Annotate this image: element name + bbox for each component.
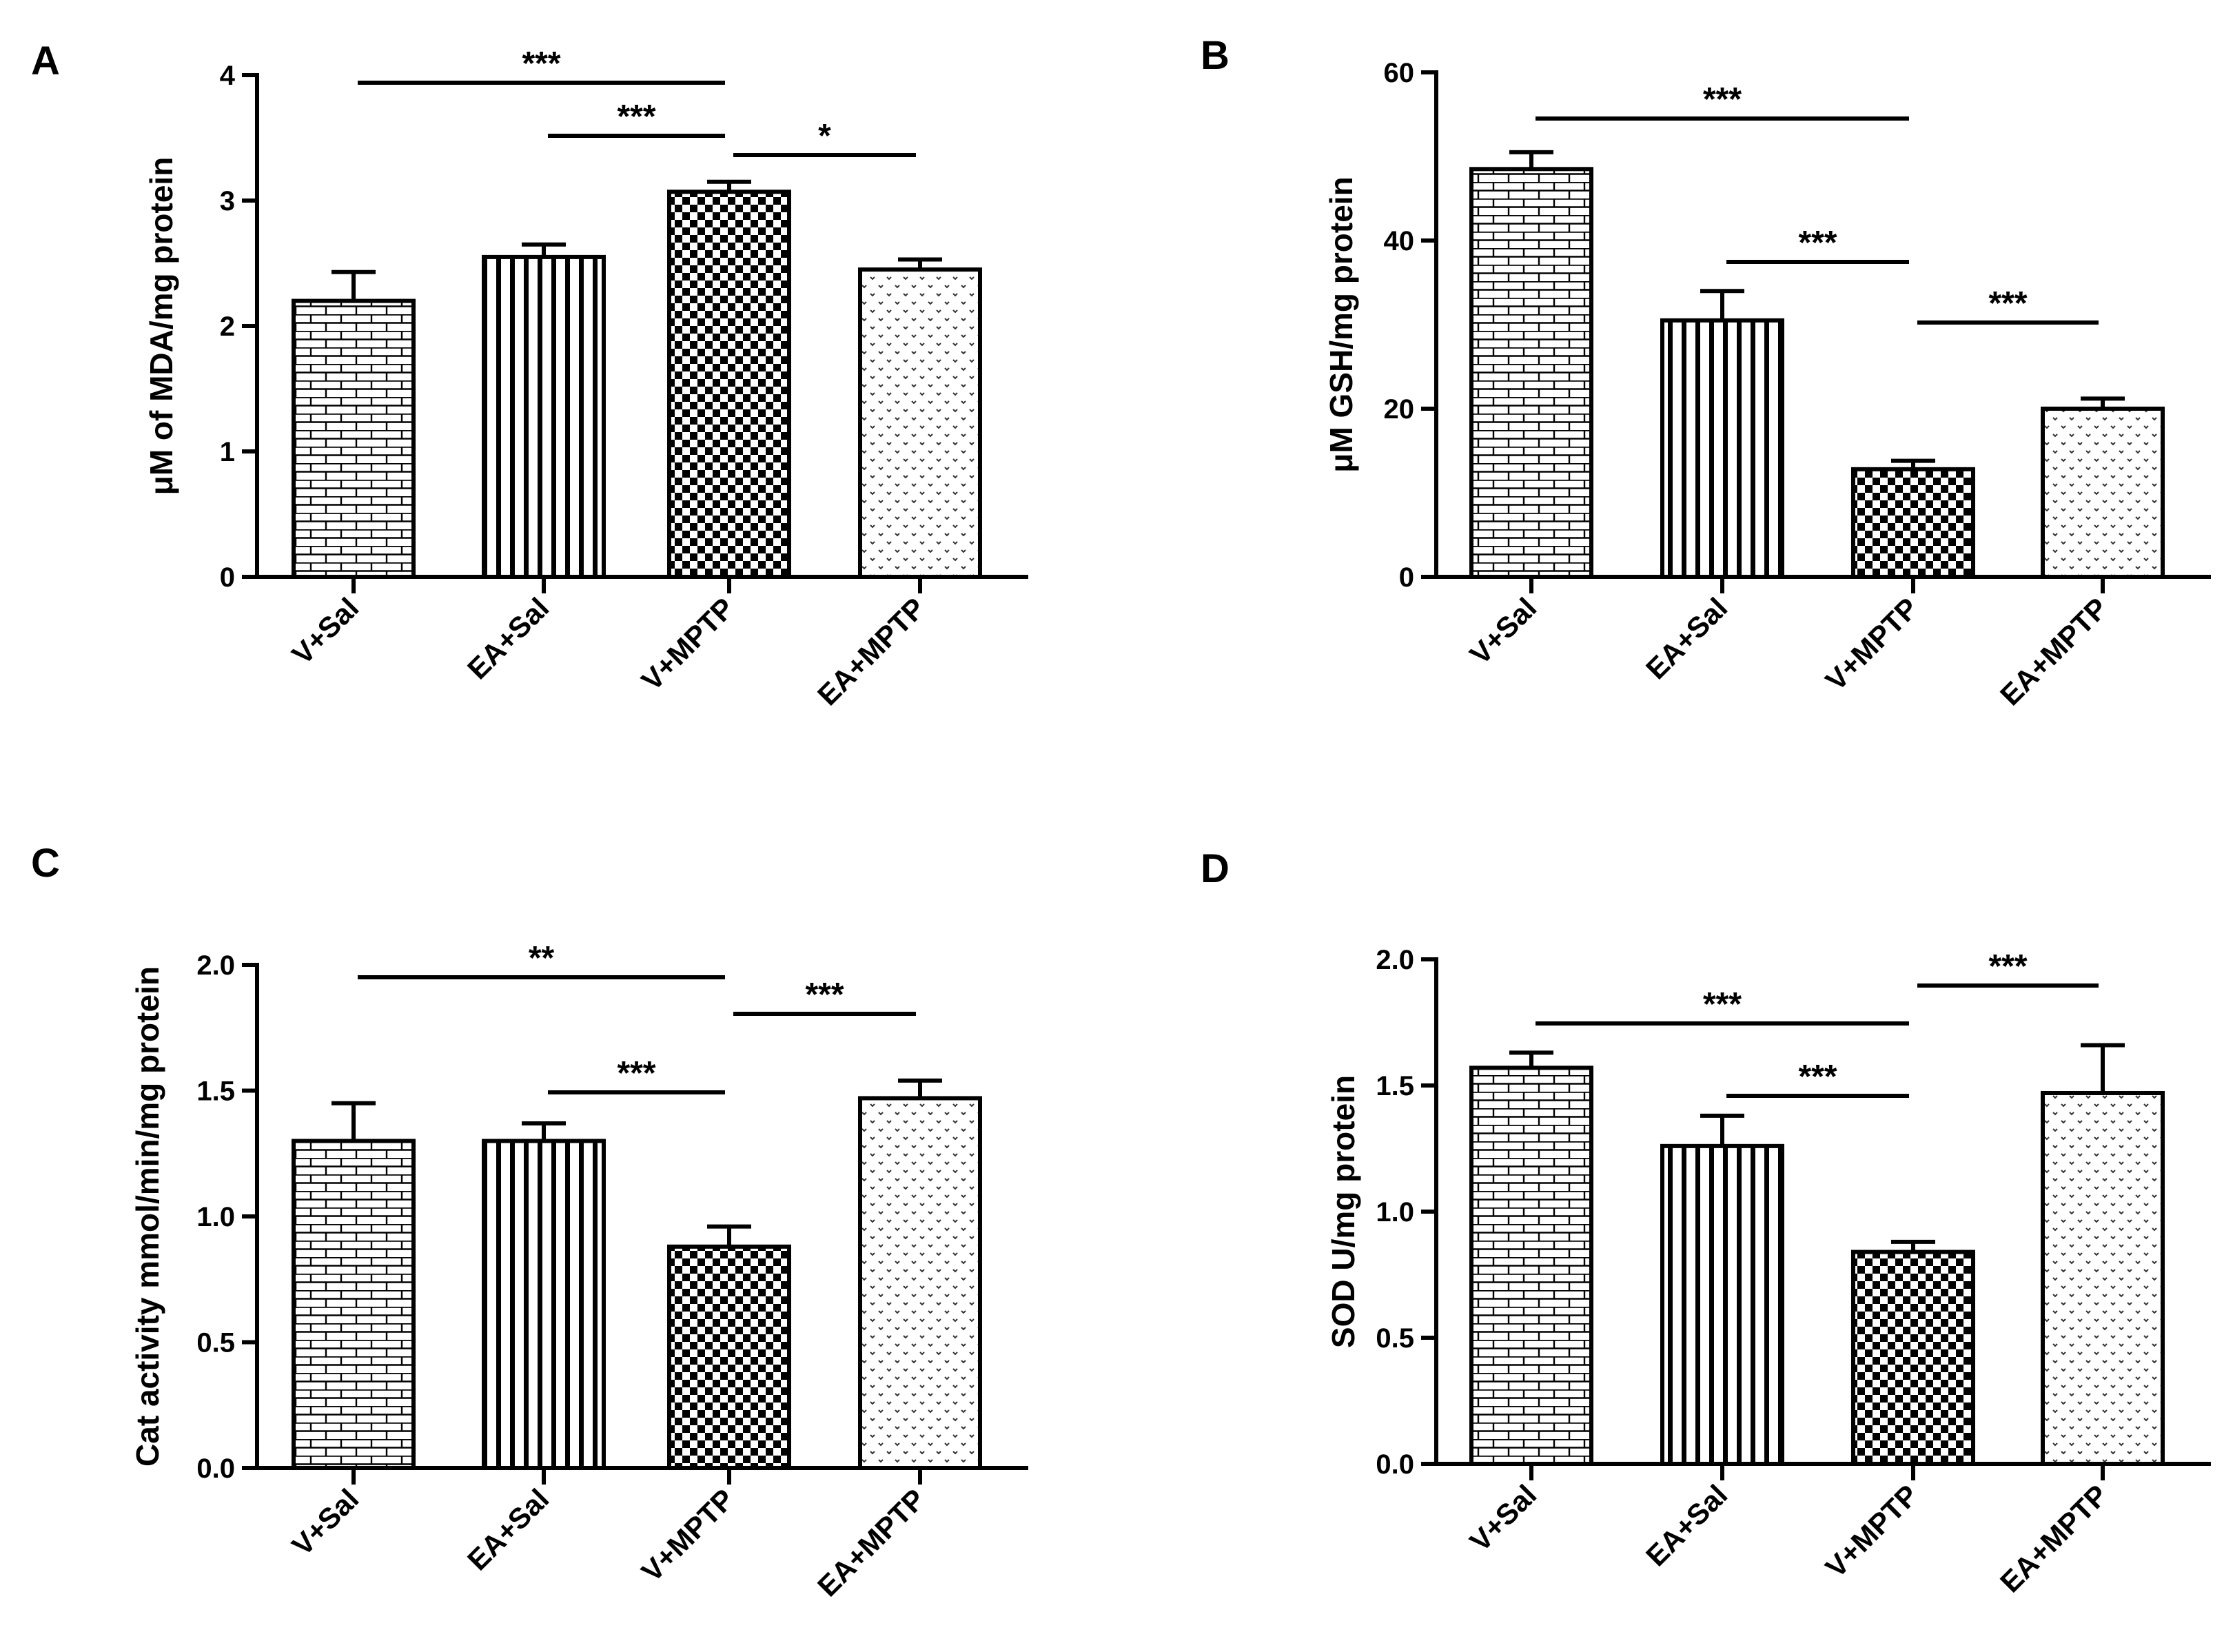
y-tick-label: 1.0 xyxy=(1376,1197,1414,1227)
significance-label: *** xyxy=(1988,285,2027,322)
x-tick-label-ea-mptp: EA+MPTP xyxy=(811,591,931,711)
x-tick-label-v-sal: V+Sal xyxy=(285,1482,365,1562)
y-tick-label: 1.5 xyxy=(196,1077,235,1107)
panel-label: A xyxy=(31,39,60,83)
x-tick-label-v-mptp: V+MPTP xyxy=(635,591,740,697)
y-tick-label: 2 xyxy=(220,312,235,342)
panel-d: D 0.0 0.5 1.0 1.5 2.0 SOD U/mg protein V+Sal EA+… xyxy=(1201,846,2211,1598)
panel-a: A 0 1 2 3 4 μM of MDA/mg protein V+Sal EA+Sal V+M… xyxy=(31,39,1028,711)
significance-label: *** xyxy=(1703,986,1742,1023)
y-tick-label: 0 xyxy=(1399,562,1414,593)
bar-v-mptp xyxy=(1851,1250,1975,1467)
significance-label: *** xyxy=(1703,81,1742,118)
y-tick-label: 2.0 xyxy=(196,950,235,981)
significance-label: ** xyxy=(529,940,555,977)
x-tick-label-v-sal: V+Sal xyxy=(1463,591,1542,671)
x-tick-label-v-mptp: V+MPTP xyxy=(1819,591,1924,697)
bar-ea-mptp xyxy=(858,267,982,579)
bar-ea-sal xyxy=(482,1139,606,1470)
y-axis-label: SOD U/mg protein xyxy=(1325,1075,1361,1348)
y-tick-label: 0.5 xyxy=(196,1328,235,1358)
y-tick-label: 0.0 xyxy=(1376,1449,1414,1480)
significance-label: *** xyxy=(522,45,560,82)
bar-ea-sal xyxy=(1660,1143,1784,1466)
bar-ea-sal xyxy=(482,254,606,579)
x-tick-label-ea-sal: EA+Sal xyxy=(1640,591,1733,685)
x-tick-label-ea-mptp: EA+MPTP xyxy=(1994,1478,2114,1598)
y-tick-label: 20 xyxy=(1384,394,1415,425)
x-tick-label-v-sal: V+Sal xyxy=(285,591,365,671)
y-axis-label: μM of MDA/mg protein xyxy=(143,157,179,496)
significance-label: *** xyxy=(1988,948,2027,985)
y-tick-label: 2.0 xyxy=(1376,945,1414,975)
panel-c: C 0.0 0.5 1.0 1.5 2.0 Cat activity mmol/min/mg… xyxy=(31,841,1028,1602)
y-axis-label: Cat activity mmol/min/mg protein xyxy=(130,966,165,1467)
bar-v-mptp xyxy=(1851,467,1975,580)
y-tick-label: 40 xyxy=(1384,226,1415,256)
bar-v-mptp xyxy=(667,190,791,579)
panel-b: B 0 20 40 60 μM GSH/mg protein V+Sal EA+Sal V+MP… xyxy=(1201,33,2211,711)
y-tick-label: 0.0 xyxy=(196,1454,235,1484)
y-axis-label: μM GSH/mg protein xyxy=(1323,176,1359,472)
bar-ea-mptp xyxy=(2041,1090,2165,1466)
y-tick-label: 60 xyxy=(1384,58,1415,88)
bar-ea-mptp xyxy=(2041,407,2165,579)
x-tick-label-ea-mptp: EA+MPTP xyxy=(1994,591,2114,711)
y-tick-label: 1.0 xyxy=(196,1202,235,1232)
x-tick-label-ea-mptp: EA+MPTP xyxy=(811,1482,931,1602)
panel-label: C xyxy=(31,841,60,886)
significance-label: *** xyxy=(617,99,655,135)
panel-label: D xyxy=(1201,846,1230,891)
significance-label: * xyxy=(818,118,831,154)
bar-v-sal xyxy=(292,298,416,579)
bar-ea-sal xyxy=(1660,318,1784,579)
bar-v-mptp xyxy=(667,1244,791,1471)
y-tick-label: 1 xyxy=(220,437,235,467)
bar-v-sal xyxy=(1469,1065,1593,1466)
bar-ea-mptp xyxy=(858,1096,982,1470)
x-tick-label-ea-sal: EA+Sal xyxy=(461,1482,555,1576)
panel-label: B xyxy=(1201,33,1230,78)
x-tick-label-ea-sal: EA+Sal xyxy=(461,591,555,685)
significance-label: *** xyxy=(1798,1059,1837,1095)
x-tick-label-ea-sal: EA+Sal xyxy=(1640,1478,1733,1572)
y-tick-label: 3 xyxy=(220,186,235,216)
y-tick-label: 4 xyxy=(220,61,236,91)
y-tick-label: 0 xyxy=(220,562,235,593)
y-tick-label: 0.5 xyxy=(1376,1323,1414,1354)
significance-label: *** xyxy=(617,1055,655,1092)
x-tick-label-v-sal: V+Sal xyxy=(1463,1478,1542,1558)
x-tick-label-v-mptp: V+MPTP xyxy=(635,1482,740,1588)
significance-label: *** xyxy=(1798,225,1837,261)
bar-v-sal xyxy=(292,1139,416,1470)
significance-label: *** xyxy=(805,977,844,1013)
x-tick-label-v-mptp: V+MPTP xyxy=(1819,1478,1924,1584)
y-tick-label: 1.5 xyxy=(1376,1071,1414,1101)
bar-v-sal xyxy=(1469,167,1593,580)
